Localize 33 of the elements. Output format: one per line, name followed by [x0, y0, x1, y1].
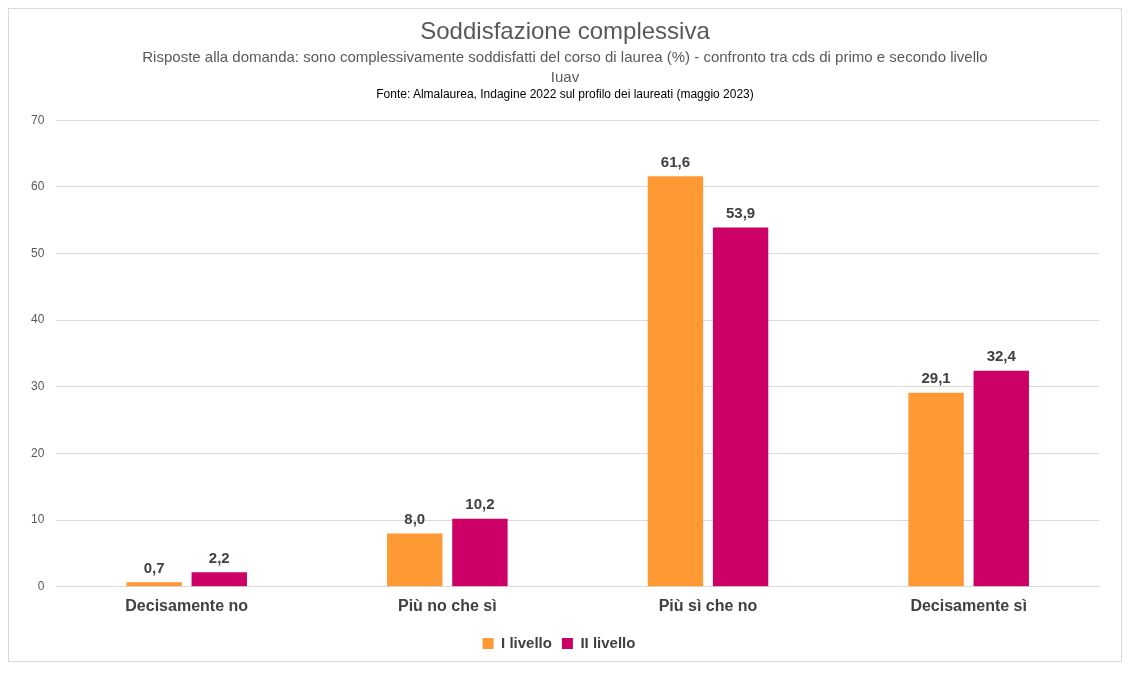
y-tick-label: 0 — [37, 579, 45, 594]
data-label: 2,2 — [208, 548, 230, 566]
source-note: Fonte: Almalaurea, Indagine 2022 sul profilo dei laureati (maggio 2023) — [375, 87, 755, 101]
y-tick-label: 30 — [30, 379, 45, 394]
y-tick-label: 70 — [30, 112, 45, 127]
y-tick-label: 20 — [30, 445, 45, 460]
y-tick-label: 50 — [30, 245, 45, 260]
y-tick-label: 10 — [30, 512, 45, 527]
bar — [712, 227, 769, 587]
data-label: 61,6 — [660, 152, 691, 170]
y-tick-label: 40 — [30, 312, 45, 327]
x-tick-label: Decisamente sì — [910, 596, 1027, 614]
bar — [191, 572, 247, 587]
chart-subtitle: Risposte alla domanda: sono complessivamente soddisfatti del corso di laurea (%) - confronto tra cds di primo e secondo livello Iuav — [141, 47, 989, 87]
y-tick-label: 60 — [30, 179, 45, 194]
data-label: 32,4 — [986, 347, 1017, 365]
data-label: 53,9 — [725, 204, 756, 222]
x-tick-label: Più no che sì — [398, 596, 497, 614]
bar — [973, 370, 1029, 587]
bar — [452, 518, 508, 587]
bar — [647, 176, 704, 587]
data-label: 8,0 — [404, 510, 426, 528]
legend-label: II livello — [580, 633, 636, 651]
chart-title: Soddisfazione complessiva — [419, 17, 711, 45]
data-label: 29,1 — [921, 369, 951, 387]
data-label: 0,7 — [143, 558, 165, 576]
data-label: 10,2 — [465, 495, 495, 513]
legend-label: I livello — [501, 633, 552, 651]
x-tick-label: Decisamente no — [125, 596, 249, 614]
x-tick-label: Più sì che no — [658, 596, 758, 614]
bar — [387, 533, 443, 587]
bar — [126, 582, 182, 587]
bar — [908, 392, 964, 587]
